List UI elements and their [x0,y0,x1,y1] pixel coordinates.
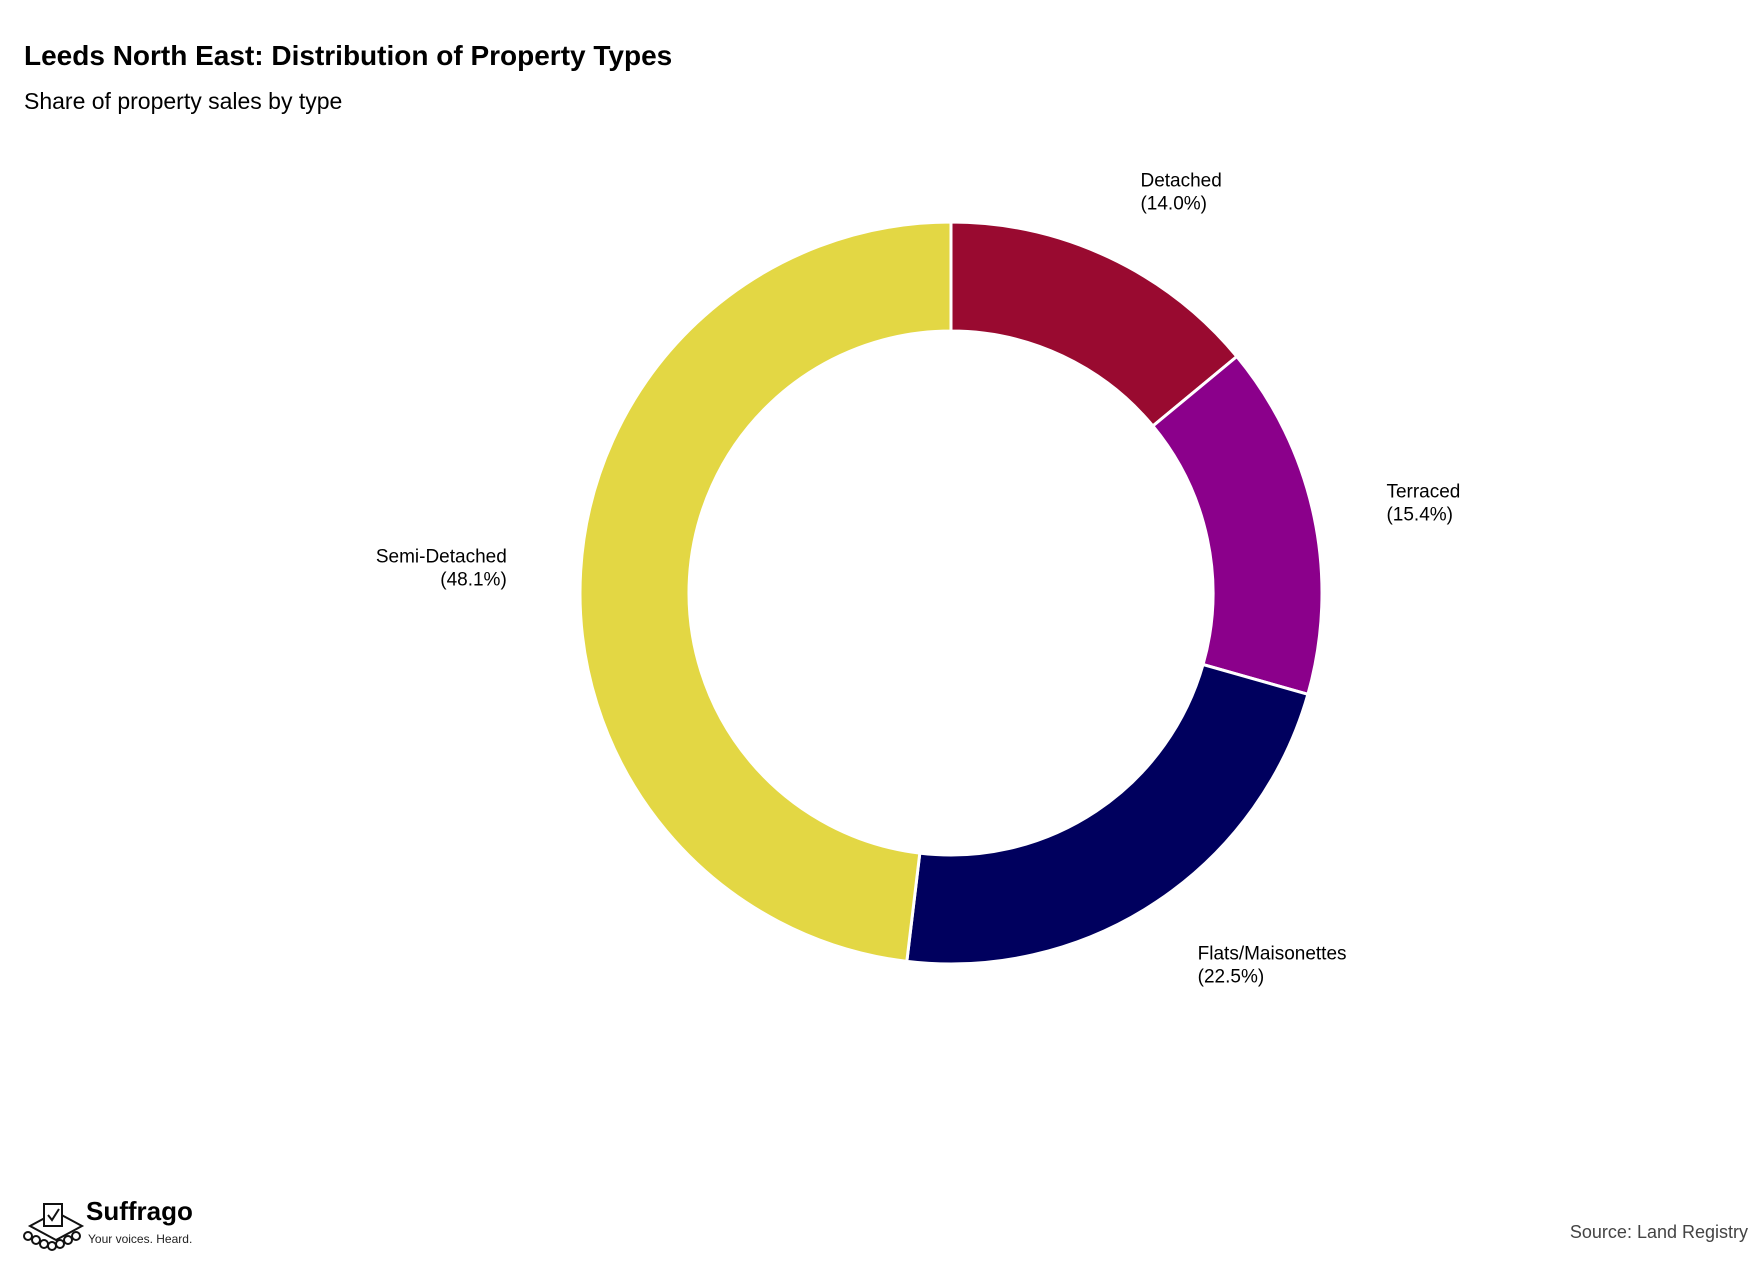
label-terraced: Terraced (15.4%) [1386,481,1460,525]
slice-terraced [1150,354,1324,697]
brand-tagline: Your voices. Heard. [88,1232,193,1246]
slice-semi-detached [578,220,953,964]
brand-name: Suffrago [86,1196,193,1226]
source-note: Source: Land Registry [1569,1222,1748,1242]
slice-labels: Detached (14.0%) Terraced (15.4%) Flats/Mais… [376,170,1461,987]
chart-subtitle: Share of property sales by type [24,88,343,114]
label-flats-maisonettes: Flats/Maisonettes (22.5%) [1198,943,1347,987]
label-semi-detached: Semi-Detached (48.1%) [376,546,507,590]
donut-slices [578,220,1324,966]
chart-title: Leeds North East: Distribution of Proper… [24,40,673,71]
ballot-box-icon [23,1203,85,1251]
label-detached: Detached (14.0%) [1140,170,1221,214]
slice-flats-maisonettes [905,662,1310,966]
